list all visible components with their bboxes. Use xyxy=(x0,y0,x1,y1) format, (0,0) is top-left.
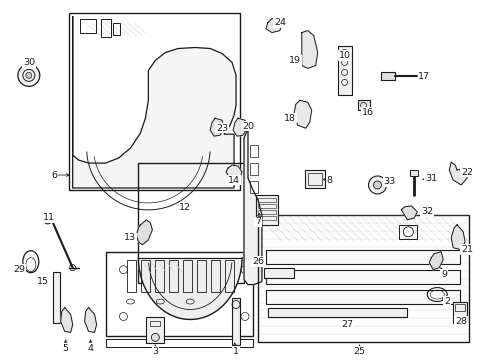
Text: 14: 14 xyxy=(228,176,240,185)
Text: 30: 30 xyxy=(23,58,35,67)
Polygon shape xyxy=(294,100,312,128)
Bar xyxy=(113,23,121,35)
Text: 3: 3 xyxy=(152,347,158,356)
Text: 5: 5 xyxy=(63,344,69,353)
Polygon shape xyxy=(449,162,467,185)
Text: 19: 19 xyxy=(289,56,301,65)
Bar xyxy=(183,260,192,292)
Polygon shape xyxy=(210,118,224,136)
Polygon shape xyxy=(233,118,247,136)
Bar xyxy=(169,260,178,292)
Text: 13: 13 xyxy=(124,233,137,242)
Polygon shape xyxy=(226,165,242,180)
Bar xyxy=(80,19,96,32)
Bar xyxy=(211,260,220,292)
Bar xyxy=(258,215,469,342)
Text: 11: 11 xyxy=(43,213,55,222)
Polygon shape xyxy=(451,225,465,250)
Bar xyxy=(155,260,164,292)
Bar xyxy=(399,225,417,239)
Circle shape xyxy=(373,181,382,189)
Polygon shape xyxy=(138,258,242,319)
Polygon shape xyxy=(401,206,417,220)
Bar xyxy=(410,170,418,176)
Bar xyxy=(266,289,460,303)
Bar xyxy=(256,195,278,225)
Bar xyxy=(358,100,369,110)
Bar xyxy=(258,216,276,220)
Text: 26: 26 xyxy=(252,257,264,266)
Polygon shape xyxy=(429,252,443,270)
Polygon shape xyxy=(302,31,318,68)
Text: 6: 6 xyxy=(52,171,58,180)
Bar xyxy=(268,307,407,318)
Bar xyxy=(250,145,258,157)
Bar xyxy=(382,72,395,80)
Bar xyxy=(150,321,160,327)
Text: 22: 22 xyxy=(461,167,473,176)
Text: 29: 29 xyxy=(13,265,25,274)
Text: 32: 32 xyxy=(421,207,433,216)
Text: 28: 28 xyxy=(455,317,467,326)
Bar xyxy=(308,173,322,185)
Bar xyxy=(100,19,111,37)
Text: 31: 31 xyxy=(425,174,438,183)
Polygon shape xyxy=(85,307,97,332)
Bar xyxy=(105,339,253,347)
Text: 18: 18 xyxy=(284,114,296,123)
Text: 33: 33 xyxy=(383,177,395,186)
Text: 2: 2 xyxy=(444,297,450,306)
Bar xyxy=(232,298,240,345)
Bar xyxy=(266,250,460,264)
Text: 7: 7 xyxy=(255,217,261,226)
Bar xyxy=(258,210,276,214)
Bar xyxy=(138,163,244,283)
Polygon shape xyxy=(136,220,152,245)
Text: 21: 21 xyxy=(461,245,473,254)
Bar xyxy=(69,13,240,190)
Circle shape xyxy=(368,176,387,194)
Text: 10: 10 xyxy=(339,51,351,60)
Circle shape xyxy=(18,64,40,86)
Text: 27: 27 xyxy=(342,320,354,329)
Bar xyxy=(225,260,234,292)
Text: 15: 15 xyxy=(37,277,49,286)
Polygon shape xyxy=(61,307,73,332)
Text: 25: 25 xyxy=(354,347,366,356)
Text: 24: 24 xyxy=(274,18,286,27)
Bar xyxy=(127,260,136,292)
Bar xyxy=(142,260,150,292)
Text: 4: 4 xyxy=(88,344,94,353)
Bar xyxy=(250,163,258,175)
Bar xyxy=(258,204,276,208)
Polygon shape xyxy=(73,17,236,188)
Text: 23: 23 xyxy=(216,124,228,133)
Bar xyxy=(197,260,206,292)
Bar xyxy=(105,252,253,336)
Bar xyxy=(453,302,467,323)
Bar xyxy=(250,181,258,193)
Bar xyxy=(264,268,294,278)
Text: 16: 16 xyxy=(362,108,373,117)
Text: 12: 12 xyxy=(179,203,191,212)
Bar xyxy=(455,303,465,311)
Circle shape xyxy=(151,333,159,341)
Bar xyxy=(305,170,325,188)
Text: 1: 1 xyxy=(233,347,239,356)
Text: 17: 17 xyxy=(418,72,430,81)
Text: 9: 9 xyxy=(441,270,447,279)
Polygon shape xyxy=(266,19,282,32)
Circle shape xyxy=(26,72,32,78)
Polygon shape xyxy=(244,128,262,285)
Bar xyxy=(147,318,164,343)
Bar xyxy=(338,45,352,95)
Bar xyxy=(53,272,60,323)
Text: 20: 20 xyxy=(242,122,254,131)
Bar xyxy=(258,198,276,202)
Bar xyxy=(266,270,460,284)
Text: 8: 8 xyxy=(327,176,333,185)
